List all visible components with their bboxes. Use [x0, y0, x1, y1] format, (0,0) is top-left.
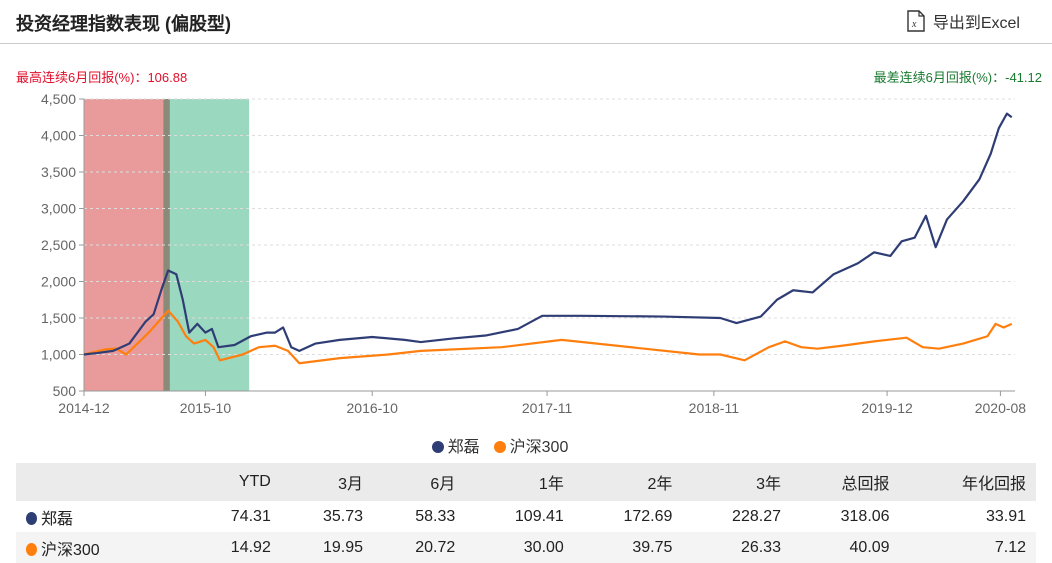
series-dot [26, 542, 37, 556]
y-tick-label: 4,500 [41, 91, 76, 107]
x-tick-label: 2017-11 [522, 400, 573, 416]
worst-value: -41.12 [1005, 70, 1042, 85]
legend-dot [431, 441, 444, 453]
x-tick-label: 2018-11 [689, 400, 740, 416]
cell: 40.09 [790, 532, 900, 563]
svg-text:x: x [911, 19, 917, 30]
performance-chart: 500 1,000 1,500 2,000 2,500 3,000 3,500 4,000 4,… [41, 91, 1027, 416]
col-annualized: 年化回报 [899, 463, 1036, 501]
row-name: 郑磊 [16, 501, 189, 532]
manager-line [83, 112, 1013, 356]
col-total: 总回报 [790, 463, 900, 501]
index-line [83, 309, 1013, 365]
row-label: 郑磊 [41, 510, 74, 528]
row-label: 沪深300 [41, 541, 100, 559]
y-tick-label: 500 [53, 383, 77, 399]
best-value: 106.88 [147, 70, 188, 85]
legend: 郑磊 沪深300 [0, 433, 1000, 457]
cell: 7.12 [899, 532, 1036, 563]
page-title: 投资经理指数表现 (偏股型) [16, 14, 231, 34]
export-excel-button[interactable]: x 导出到Excel [907, 9, 1020, 33]
table-header: YTD 3月 6月 1年 2年 3年 总回报 年化回报 [16, 463, 1036, 501]
cell: 30.00 [465, 532, 574, 563]
worst-label: 最差连续6月回报(%)： [873, 70, 1006, 85]
y-tick-label: 2,500 [41, 237, 76, 253]
cell: 109.41 [514, 507, 564, 525]
legend-item-manager[interactable]: 郑磊 [431, 433, 480, 457]
y-tick-label: 3,500 [41, 164, 76, 180]
best-label: 最高连续6月回报(%)： [16, 70, 148, 85]
excel-file-icon: x [907, 10, 925, 32]
row-name: 沪深300 [16, 532, 189, 563]
y-tick-label: 2,000 [41, 274, 76, 290]
col-6m: 6月 [373, 463, 466, 501]
cell: 35.73 [323, 507, 364, 525]
band-overlap [163, 99, 170, 391]
table-row: 郑磊 74.31 35.73 58.33 109.41 172.69 228.2… [16, 501, 1036, 532]
col-2y: 2年 [573, 463, 683, 501]
cell: 74.31 [230, 507, 271, 525]
cell: 58.33 [415, 507, 456, 525]
col-3m: 3月 [280, 463, 374, 501]
cell: 228.27 [732, 507, 781, 525]
col-name [16, 463, 189, 501]
cell: 33.91 [985, 507, 1026, 525]
cell: 20.72 [373, 532, 466, 563]
cell: 19.95 [280, 532, 374, 563]
x-tick-label: 2019-12 [861, 400, 913, 416]
export-label: 导出到Excel [932, 15, 1020, 32]
y-tick-label: 3,000 [41, 201, 76, 217]
legend-dot [493, 441, 506, 453]
x-tick-label: 2016-10 [347, 400, 399, 416]
header: 投资经理指数表现 (偏股型) x 导出到Excel [0, 0, 1052, 44]
x-tick-label: 2015-10 [180, 400, 232, 416]
legend-label: 沪深300 [509, 439, 569, 456]
y-tick-label: 1,000 [41, 347, 76, 363]
col-1y: 1年 [465, 463, 574, 501]
legend-label: 郑磊 [447, 439, 480, 456]
cell: 14.92 [188, 532, 281, 563]
legend-item-index[interactable]: 沪深300 [493, 433, 569, 457]
col-ytd: YTD [188, 463, 281, 501]
x-tick-label: 2020-08 [975, 400, 1027, 416]
cell: 172.69 [623, 507, 673, 525]
cell: 318.06 [840, 507, 890, 525]
col-3y: 3年 [682, 463, 791, 501]
cell: 39.75 [573, 532, 683, 563]
worst-6m-return: 最差连续6月回报(%)：-41.12 [874, 67, 1042, 86]
x-tick-label: 2014-12 [58, 400, 110, 416]
cell: 26.33 [682, 532, 791, 563]
y-tick-label: 4,000 [41, 128, 76, 144]
y-tick-label: 1,500 [41, 310, 76, 326]
returns-table: YTD 3月 6月 1年 2年 3年 总回报 年化回报 郑磊 74.31 35.… [16, 463, 1036, 563]
series-dot [26, 511, 37, 525]
table-row: 沪深300 14.92 19.95 20.72 30.00 39.75 26.3… [16, 532, 1036, 563]
best-6m-return: 最高连续6月回报(%)：106.88 [16, 67, 187, 86]
